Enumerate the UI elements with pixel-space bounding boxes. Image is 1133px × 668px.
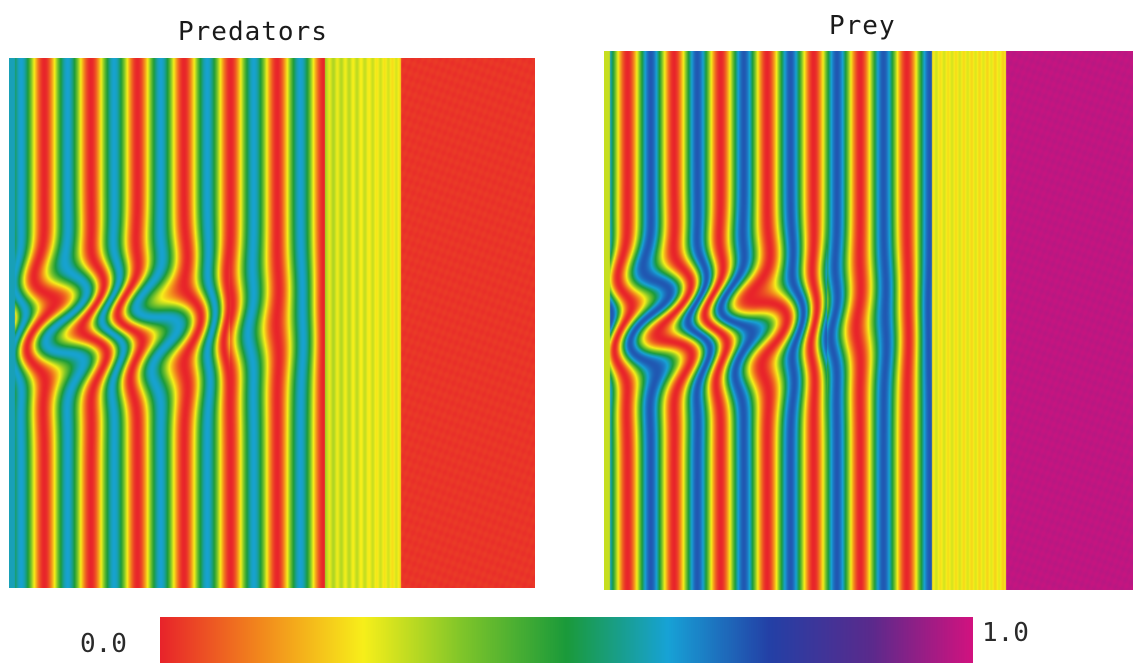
predators-title: Predators <box>178 17 328 47</box>
colorbar-min-label: 0.0 <box>80 629 127 659</box>
colorbar <box>160 617 973 663</box>
prey-field-plot <box>604 51 1133 590</box>
predators-field-plot <box>9 58 535 588</box>
colorbar-max-label: 1.0 <box>982 618 1029 648</box>
prey-title: Prey <box>829 11 896 41</box>
